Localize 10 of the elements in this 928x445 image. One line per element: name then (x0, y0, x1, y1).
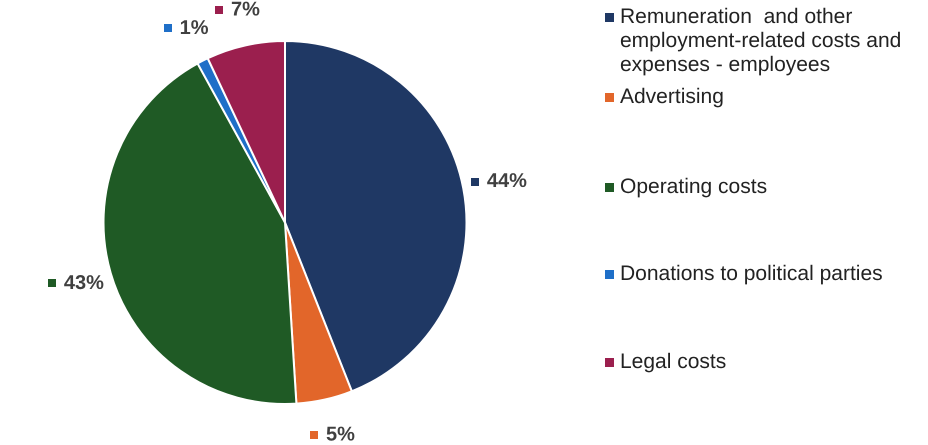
data-label: 43% (64, 272, 104, 294)
data-label: 44% (486, 170, 528, 192)
data-label: 5% (326, 424, 356, 445)
legend-label: Donations to political parties (620, 262, 883, 286)
data-label: 1% (180, 16, 209, 39)
legend-label: Advertising (620, 85, 724, 109)
legend-label: Legal costs (620, 350, 726, 374)
legend-label: Operating costs (620, 175, 768, 199)
legend-label: Remuneration and other employment-related costs and expenses - employees (620, 5, 902, 77)
data-label: 7% (231, 0, 260, 20)
